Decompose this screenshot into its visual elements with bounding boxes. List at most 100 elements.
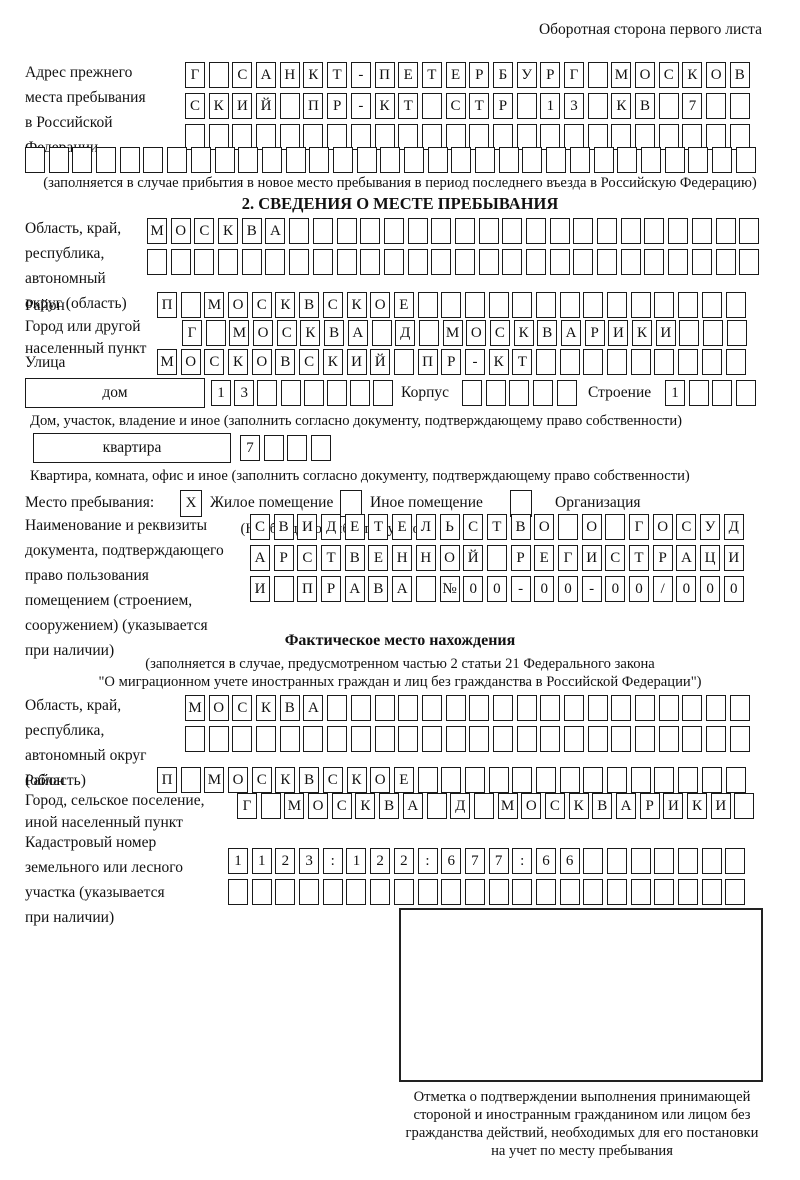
char-cell[interactable] [682, 726, 703, 752]
char-cell[interactable]: В [324, 320, 345, 346]
char-cell[interactable] [739, 218, 760, 244]
char-cell[interactable]: О [439, 545, 460, 571]
char-cell[interactable] [289, 218, 310, 244]
char-cell[interactable]: А [676, 545, 697, 571]
char-cell[interactable] [502, 218, 523, 244]
char-cell[interactable] [287, 435, 308, 461]
char-cell[interactable] [635, 726, 656, 752]
char-cell[interactable] [509, 380, 530, 406]
char-cell[interactable]: М [229, 320, 250, 346]
char-cell[interactable] [407, 218, 428, 244]
char-cell[interactable]: 0 [557, 576, 578, 602]
char-cell[interactable] [678, 879, 699, 905]
char-cell[interactable] [587, 695, 608, 721]
char-cell[interactable]: С [251, 767, 272, 793]
char-cell[interactable] [441, 767, 462, 793]
char-cell[interactable] [445, 695, 466, 721]
char-cell[interactable]: Г [564, 62, 584, 88]
char-cell[interactable]: И [232, 93, 253, 119]
char-cell[interactable]: П [157, 292, 177, 318]
char-cell[interactable] [640, 147, 661, 173]
char-cell[interactable] [279, 726, 300, 752]
char-cell[interactable]: : [512, 848, 533, 874]
char-cell[interactable] [404, 147, 424, 173]
char-cell[interactable]: Т [398, 93, 419, 119]
char-cell[interactable] [72, 147, 93, 173]
char-cell[interactable] [559, 349, 580, 375]
char-cell[interactable] [285, 147, 306, 173]
char-cell[interactable] [322, 879, 343, 905]
char-cell[interactable]: Т [512, 349, 533, 375]
char-cell[interactable] [336, 218, 357, 244]
char-cell[interactable] [218, 249, 239, 275]
char-cell[interactable]: А [561, 320, 581, 346]
char-cell[interactable]: : [417, 848, 438, 874]
char-cell[interactable] [516, 695, 537, 721]
char-cell[interactable]: К [346, 292, 367, 318]
char-cell[interactable]: 1 [211, 380, 231, 406]
char-cell[interactable] [739, 249, 760, 275]
char-cell[interactable] [205, 320, 226, 346]
char-cell[interactable]: О [370, 292, 391, 318]
char-cell[interactable]: О [253, 320, 274, 346]
char-cell[interactable] [583, 292, 604, 318]
char-cell[interactable]: Н [392, 545, 413, 571]
char-cell[interactable]: В [635, 93, 656, 119]
char-cell[interactable] [373, 380, 394, 406]
char-cell[interactable]: - [510, 576, 531, 602]
char-cell[interactable] [617, 147, 638, 173]
char-cell[interactable] [516, 93, 537, 119]
char-cell[interactable]: - [464, 349, 485, 375]
char-cell[interactable] [701, 349, 722, 375]
char-cell[interactable] [583, 848, 604, 874]
char-cell[interactable] [263, 435, 284, 461]
char-cell[interactable]: № [439, 576, 460, 602]
char-cell[interactable]: : [322, 848, 343, 874]
char-cell[interactable]: С [297, 545, 318, 571]
char-cell[interactable] [421, 695, 442, 721]
char-cell[interactable] [502, 249, 523, 275]
char-cell[interactable] [238, 147, 259, 173]
char-cell[interactable] [48, 147, 69, 173]
char-cell[interactable]: Й [256, 93, 277, 119]
char-cell[interactable] [256, 726, 277, 752]
char-cell[interactable]: Р [327, 93, 348, 119]
char-cell[interactable]: М [497, 793, 518, 819]
char-cell[interactable]: Р [321, 576, 342, 602]
char-cell[interactable] [556, 380, 577, 406]
char-cell[interactable] [303, 380, 324, 406]
char-cell[interactable]: О [706, 62, 727, 88]
char-cell[interactable] [533, 380, 554, 406]
char-cell[interactable]: 6 [559, 848, 580, 874]
char-cell[interactable]: К [303, 62, 324, 88]
char-cell[interactable]: У [516, 62, 537, 88]
char-cell[interactable] [526, 249, 546, 275]
char-cell[interactable]: О [228, 767, 249, 793]
char-cell[interactable]: В [241, 218, 262, 244]
char-cell[interactable]: Е [445, 62, 466, 88]
char-cell[interactable]: Е [368, 545, 389, 571]
char-cell[interactable] [488, 879, 509, 905]
char-cell[interactable] [498, 147, 519, 173]
char-cell[interactable] [678, 292, 699, 318]
char-cell[interactable] [706, 695, 727, 721]
char-cell[interactable]: О [635, 62, 656, 88]
char-cell[interactable]: С [276, 320, 297, 346]
char-cell[interactable]: Т [629, 545, 649, 571]
char-cell[interactable] [630, 292, 651, 318]
char-cell[interactable]: Р [273, 545, 294, 571]
char-cell[interactable] [265, 249, 286, 275]
char-cell[interactable]: 2 [370, 848, 391, 874]
char-cell[interactable]: В [275, 349, 296, 375]
char-cell[interactable] [257, 380, 278, 406]
char-cell[interactable] [715, 249, 736, 275]
char-cell[interactable]: 0 [534, 576, 555, 602]
char-cell[interactable]: К [682, 62, 703, 88]
char-cell[interactable]: К [488, 349, 509, 375]
char-cell[interactable] [607, 292, 628, 318]
char-cell[interactable]: Е [398, 62, 419, 88]
char-cell[interactable]: С [544, 793, 565, 819]
char-cell[interactable]: К [568, 793, 589, 819]
char-cell[interactable] [630, 349, 651, 375]
char-cell[interactable]: П [303, 93, 324, 119]
